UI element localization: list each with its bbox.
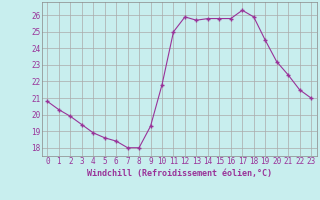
X-axis label: Windchill (Refroidissement éolien,°C): Windchill (Refroidissement éolien,°C)	[87, 169, 272, 178]
